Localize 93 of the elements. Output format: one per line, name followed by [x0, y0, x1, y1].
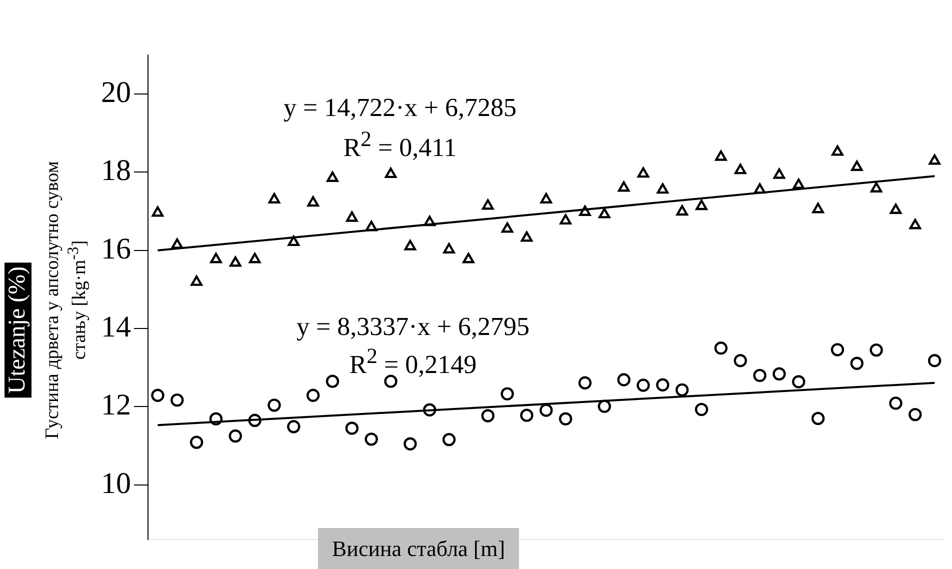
y-tick-label: 14 [101, 310, 131, 344]
y-tick-label: 20 [101, 76, 131, 109]
x-axis-title: Висина стабла [m] [318, 528, 520, 569]
point [694, 402, 708, 416]
point [520, 408, 534, 422]
point [306, 388, 320, 402]
point [734, 164, 746, 174]
point [268, 398, 281, 412]
point [870, 182, 882, 193]
point [248, 252, 261, 264]
point [889, 396, 902, 410]
point [617, 373, 630, 386]
annotation: y = 14,722·x + 6,7285 [284, 93, 516, 123]
point [812, 202, 824, 214]
point [773, 168, 786, 179]
point [715, 150, 727, 161]
point [618, 181, 630, 192]
y-tick-label: 12 [101, 388, 131, 422]
point [170, 393, 184, 407]
point [500, 387, 514, 400]
point [870, 343, 883, 357]
point [384, 374, 398, 388]
point [598, 400, 612, 413]
point [404, 240, 416, 250]
point [832, 145, 844, 156]
point [481, 409, 494, 422]
point [365, 220, 378, 232]
point [326, 374, 340, 388]
point [462, 252, 474, 264]
point [558, 412, 572, 426]
point [501, 222, 514, 233]
point [772, 367, 786, 380]
point [190, 275, 202, 286]
point [520, 231, 533, 242]
point [676, 205, 688, 216]
annotation: R$^{2}$ = 0,411 [343, 127, 457, 163]
y-tick-label: 18 [101, 154, 131, 188]
point [209, 412, 223, 426]
point [248, 414, 262, 428]
point [753, 368, 766, 382]
point [210, 252, 222, 264]
point [908, 408, 922, 422]
point [890, 204, 902, 214]
point [442, 432, 456, 446]
point [598, 208, 610, 218]
point [482, 199, 494, 210]
point [540, 404, 553, 417]
y-tick-label: 10 [101, 466, 131, 500]
point [792, 375, 806, 388]
point [578, 376, 592, 390]
point [656, 378, 670, 392]
point [928, 154, 940, 165]
point [345, 422, 359, 435]
point [190, 436, 204, 449]
point [830, 343, 844, 356]
point [579, 206, 591, 216]
point [326, 172, 338, 182]
point [754, 183, 766, 194]
point [384, 168, 397, 178]
point [230, 256, 242, 267]
point [404, 437, 417, 450]
point [364, 432, 378, 446]
point [560, 214, 572, 225]
y-tick-label: 16 [101, 232, 131, 266]
point [151, 388, 164, 402]
point [228, 429, 242, 443]
point [928, 354, 942, 368]
point [734, 354, 747, 368]
point [346, 211, 358, 222]
point [792, 178, 804, 189]
annotation: y = 8,3337·x + 6,2795 [296, 312, 530, 342]
point [268, 193, 280, 204]
point [636, 378, 650, 392]
point [909, 218, 922, 230]
point [850, 356, 864, 370]
y-axis-title: Utezanje (%) [4, 262, 32, 398]
point [656, 183, 669, 194]
point [152, 206, 164, 217]
point [714, 342, 728, 355]
point [307, 196, 319, 207]
point [696, 200, 708, 210]
point [811, 412, 825, 426]
point [423, 403, 436, 416]
point [540, 193, 552, 204]
point [288, 236, 300, 246]
point [171, 238, 183, 249]
point [287, 420, 300, 434]
annotation: R$^{2}$ = 0,2149 [349, 344, 477, 380]
point [443, 243, 455, 254]
point [851, 160, 863, 172]
point [424, 216, 436, 226]
point [676, 383, 689, 397]
point [637, 167, 650, 178]
